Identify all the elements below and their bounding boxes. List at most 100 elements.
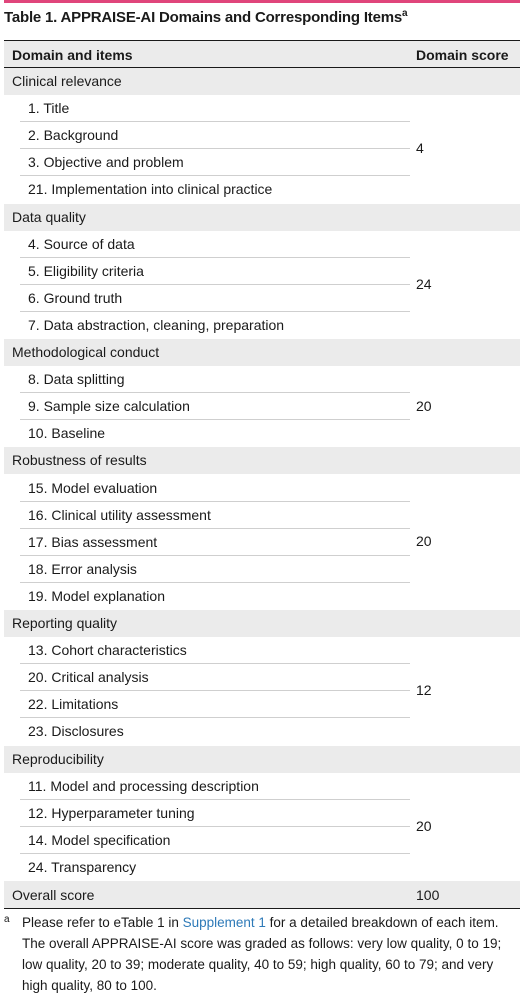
title-footnote-mark: a bbox=[402, 8, 408, 19]
item-separator bbox=[20, 717, 410, 719]
table-bottom-rule bbox=[4, 908, 520, 909]
item-separator bbox=[20, 825, 410, 827]
overall-score-value: 100 bbox=[416, 887, 440, 903]
item-label: 17. Bias assessment bbox=[28, 533, 158, 550]
domain-row: Methodological conduct bbox=[4, 339, 520, 366]
item-separator bbox=[20, 392, 410, 394]
footnote-text: Please refer to eTable 1 in Supplement 1… bbox=[4, 912, 520, 996]
item-row: 3. Objective and problem bbox=[4, 149, 520, 177]
item-row: 8. Data splitting bbox=[4, 366, 520, 394]
footnote-text-after: for a detailed breakdown of each item. T… bbox=[22, 915, 502, 993]
item-label: 8. Data splitting bbox=[28, 371, 125, 388]
header-domain-score: Domain score bbox=[416, 47, 509, 63]
item-label: 22. Limitations bbox=[28, 696, 119, 713]
item-separator bbox=[20, 500, 410, 502]
item-label: 7. Data abstraction, cleaning, preparati… bbox=[28, 316, 285, 333]
domain-name: Methodological conduct bbox=[12, 344, 160, 360]
item-separator bbox=[20, 310, 410, 312]
item-separator bbox=[20, 798, 410, 800]
table-footnote: a Please refer to eTable 1 in Supplement… bbox=[4, 912, 520, 996]
item-row: 18. Error analysis bbox=[4, 556, 520, 583]
item-row: 23. Disclosures bbox=[4, 718, 520, 745]
item-separator bbox=[20, 527, 410, 529]
item-row: 1. Title bbox=[4, 95, 520, 123]
domain-score: 20 bbox=[416, 397, 432, 414]
item-row: 5. Eligibility criteria bbox=[4, 258, 520, 285]
item-label: 11. Model and processing description bbox=[28, 777, 259, 794]
item-row: 15. Model evaluation bbox=[4, 475, 520, 502]
item-label: 16. Clinical utility assessment bbox=[28, 506, 211, 523]
domain-row: Data quality bbox=[4, 203, 520, 231]
item-label: 10. Baseline bbox=[28, 425, 106, 442]
item-separator bbox=[20, 852, 410, 854]
item-row: 20. Critical analysis bbox=[4, 664, 520, 692]
footnote-mark: a bbox=[4, 914, 10, 925]
item-separator bbox=[20, 419, 410, 421]
item-row: 19. Model explanation bbox=[4, 583, 520, 610]
item-label: 20. Critical analysis bbox=[28, 669, 149, 686]
item-row: 24. Transparency bbox=[4, 854, 520, 881]
domain-score: 4 bbox=[416, 140, 424, 157]
item-row: 12. Hyperparameter tuning bbox=[4, 800, 520, 827]
item-label: 18. Error analysis bbox=[28, 560, 137, 577]
item-row: 14. Model specification bbox=[4, 827, 520, 854]
item-separator bbox=[20, 554, 410, 556]
item-label: 4. Source of data bbox=[28, 235, 135, 252]
item-row: 13. Cohort characteristics bbox=[4, 637, 520, 665]
item-row: 2. Background bbox=[4, 122, 520, 150]
item-label: 14. Model specification bbox=[28, 831, 171, 848]
domain-row: Robustness of results bbox=[4, 447, 520, 475]
domain-score: 12 bbox=[416, 682, 432, 699]
supplement-link[interactable]: Supplement 1 bbox=[182, 915, 266, 930]
domain-name: Reproducibility bbox=[12, 750, 104, 767]
item-row: 9. Sample size calculation bbox=[4, 393, 520, 421]
item-separator bbox=[20, 663, 410, 665]
domain-name: Robustness of results bbox=[12, 452, 147, 469]
item-separator bbox=[20, 256, 410, 258]
item-row: 16. Clinical utility assessment bbox=[4, 502, 520, 529]
domain-score: 20 bbox=[416, 817, 432, 834]
item-row: 21. Implementation into clinical practic… bbox=[4, 176, 520, 203]
item-label: 5. Eligibility criteria bbox=[28, 262, 144, 279]
item-row: 6. Ground truth bbox=[4, 285, 520, 312]
table-title: Table 1. APPRAISE-AI Domains and Corresp… bbox=[4, 8, 408, 26]
item-separator bbox=[20, 581, 410, 583]
item-separator bbox=[20, 121, 410, 123]
item-label: 15. Model evaluation bbox=[28, 479, 158, 496]
domain-row: Reproducibility bbox=[4, 745, 520, 773]
item-label: 19. Model explanation bbox=[28, 587, 165, 604]
header-domain-items: Domain and items bbox=[12, 47, 133, 63]
domain-score: 24 bbox=[416, 275, 432, 292]
domain-score: 20 bbox=[416, 533, 432, 550]
header-rule bbox=[4, 67, 520, 68]
item-label: 6. Ground truth bbox=[28, 289, 123, 306]
item-separator bbox=[20, 283, 410, 285]
accent-bar bbox=[4, 0, 520, 3]
footnote-text-before: Please refer to eTable 1 in bbox=[22, 915, 183, 930]
item-row: 11. Model and processing description bbox=[4, 773, 520, 800]
item-row: 4. Source of data bbox=[4, 231, 520, 258]
domain-row: Clinical relevance bbox=[4, 68, 520, 95]
table-top-rule bbox=[4, 40, 520, 41]
item-label: 13. Cohort characteristics bbox=[28, 642, 187, 659]
item-label: 23. Disclosures bbox=[28, 723, 124, 740]
item-label: 9. Sample size calculation bbox=[28, 398, 190, 415]
item-row: 17. Bias assessment bbox=[4, 529, 520, 556]
domain-row: Reporting quality bbox=[4, 610, 520, 637]
item-label: 2. Background bbox=[28, 127, 119, 144]
item-label: 1. Title bbox=[28, 100, 70, 117]
domain-name: Clinical relevance bbox=[12, 73, 122, 89]
item-row: 10. Baseline bbox=[4, 420, 520, 447]
item-row: 7. Data abstraction, cleaning, preparati… bbox=[4, 312, 520, 339]
item-separator bbox=[20, 175, 410, 177]
domain-name: Data quality bbox=[12, 208, 86, 225]
overall-score-label: Overall score bbox=[12, 887, 95, 903]
item-separator bbox=[20, 690, 410, 692]
item-separator bbox=[20, 148, 410, 150]
item-label: 3. Objective and problem bbox=[28, 154, 184, 171]
domain-name: Reporting quality bbox=[12, 615, 118, 631]
table-header-row: Domain and items Domain score bbox=[4, 41, 520, 68]
overall-score-row: Overall score 100 bbox=[4, 881, 520, 908]
item-row: 22. Limitations bbox=[4, 691, 520, 719]
